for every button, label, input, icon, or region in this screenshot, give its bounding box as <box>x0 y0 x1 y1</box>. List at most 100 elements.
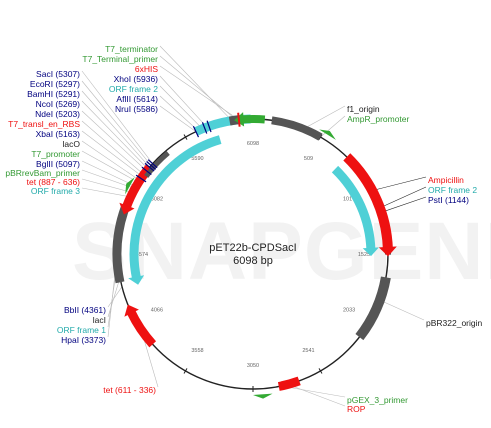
label-saci: SacI (5307) <box>36 69 80 79</box>
label-6xhis: 6xHIS <box>135 64 158 74</box>
site-mark <box>206 120 212 133</box>
ampicillin-arc <box>343 153 393 250</box>
callout-line <box>107 286 123 308</box>
label-pbrrevbam: pBRrevBam_primer <box>5 168 80 178</box>
label-orf-frame-1: ORF frame 1 <box>57 325 106 335</box>
label-orf-frame-3: ORF frame 3 <box>31 186 80 196</box>
label-nrui: NruI (5586) <box>115 104 158 114</box>
tick-label: 2033 <box>343 308 355 314</box>
tick-label: 4574 <box>136 252 148 258</box>
label-psti: PstI (1144) <box>428 195 469 205</box>
label-pgex3-primer: pGEX_3_primer <box>347 395 408 405</box>
site-mark <box>192 125 200 138</box>
callout-line <box>320 115 346 138</box>
tick-label: 5590 <box>191 156 203 162</box>
feature-labels: T7_terminator T7_Terminal_primer 6xHIS X… <box>5 44 482 414</box>
ampicillin-arc-head <box>378 246 397 257</box>
tick-label: 509 <box>304 156 313 162</box>
label-afiii: AflII (5614) <box>116 94 158 104</box>
orf-frame-2-right-arc <box>331 165 376 251</box>
callout-line <box>159 75 208 128</box>
t7-terminal-primer-arc <box>240 114 266 124</box>
callout-line <box>81 140 140 181</box>
primer-arrow <box>125 177 135 195</box>
callout-line <box>159 95 199 131</box>
site-mark <box>144 162 155 172</box>
label-tet-bottom: tet (611 - 336) <box>103 385 156 395</box>
callout-line <box>81 80 152 166</box>
orf-frame-2-right-arc-head <box>362 247 379 257</box>
callout-line <box>381 196 427 213</box>
his-tag-mark <box>237 112 241 127</box>
tet-bottom-arc <box>126 309 157 348</box>
label-xbai: XbaI (5163) <box>36 129 81 139</box>
label-laco: lacO <box>63 139 81 149</box>
tick-label: 3050 <box>247 363 259 369</box>
lac-o-arc <box>144 150 170 178</box>
label-bglii: BglII (5097) <box>36 159 80 169</box>
label-hpai: HpaI (3373) <box>61 335 106 345</box>
callout-line <box>159 85 203 130</box>
tick-label: 6098 <box>247 141 259 147</box>
callout-line <box>159 105 197 132</box>
callout-line <box>81 178 133 193</box>
site-mark <box>141 166 152 176</box>
label-orf-frame-2-top: ORF frame 2 <box>109 84 158 94</box>
tick-label: 2541 <box>302 348 314 354</box>
label-laci: lacI <box>93 315 106 325</box>
label-t7-promoter: T7_promoter <box>31 149 80 159</box>
callout-line <box>81 110 147 172</box>
site-mark <box>147 159 158 169</box>
callout-lines <box>81 45 427 407</box>
callout-line <box>81 120 144 175</box>
tick-mark <box>318 368 323 374</box>
rop-arc <box>277 376 301 391</box>
label-ndei: NdeI (5203) <box>35 109 80 119</box>
label-t7-terminator: T7_terminator <box>105 44 158 54</box>
tick-label: 5082 <box>151 197 163 203</box>
label-xhoi: XhoI (5936) <box>114 74 159 84</box>
tick-mark <box>183 134 188 140</box>
callout-line <box>372 176 427 191</box>
callout-line <box>107 277 121 318</box>
callout-line <box>287 384 346 407</box>
tet-top-arc-head <box>119 202 135 215</box>
tick-label: 1525 <box>358 252 370 258</box>
callout-line <box>159 45 233 121</box>
site-mark <box>146 161 157 170</box>
callout-line <box>81 150 139 183</box>
callout-line <box>379 186 427 209</box>
primer-arrow <box>253 393 273 399</box>
plasmid-length: 6098 bp <box>233 255 273 267</box>
site-mark <box>201 122 208 134</box>
callout-line <box>81 187 131 198</box>
site-marks <box>125 112 336 399</box>
label-pbr322-origin: pBR322_origin <box>426 318 483 328</box>
callout-line <box>81 130 143 177</box>
pbr322-origin-arc <box>355 276 391 341</box>
f1-origin-arc <box>271 116 323 141</box>
label-ncoi: NcoI (5269) <box>36 99 81 109</box>
label-ampr-promoter: AmpR_promoter <box>347 114 410 124</box>
label-orf-frame-2-right: ORF frame 2 <box>428 185 477 195</box>
label-bamhi: BamHI (5291) <box>27 89 80 99</box>
plasmid-name: pET22b-CPDSacI <box>209 242 296 254</box>
callout-line <box>303 105 346 130</box>
label-tet-top: tet (887 - 636) <box>27 177 81 187</box>
callout-line <box>159 65 240 120</box>
site-mark <box>135 174 147 183</box>
tick-mark <box>183 368 188 374</box>
label-ampicillin: Ampicillin <box>428 175 464 185</box>
primer-arrow <box>319 129 336 140</box>
label-ecori: EcoRI (5297) <box>30 79 80 89</box>
label-t7-rbs: T7_transl_en_RBS <box>8 119 80 129</box>
laci-arc <box>112 205 130 284</box>
label-bbli: BbII (4361) <box>64 305 106 315</box>
label-rop: ROP <box>347 404 366 414</box>
orf-frame-1-arc <box>129 135 222 280</box>
orf-frame-1-arc-head <box>128 275 145 285</box>
label-f1-origin: f1_origin <box>347 104 380 114</box>
tick-label: 4066 <box>151 308 163 314</box>
tet-bottom-arc-head <box>124 304 139 317</box>
